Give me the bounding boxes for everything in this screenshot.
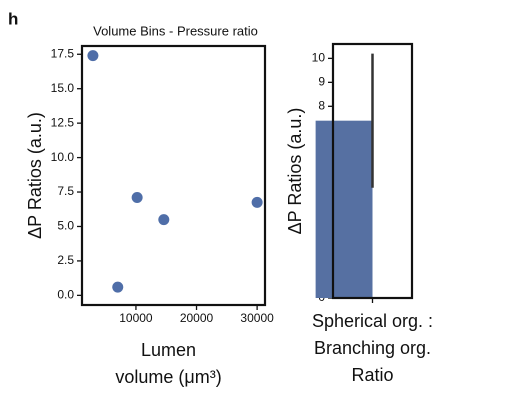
plot-frame	[331, 42, 414, 300]
y-tick-label: 5.0	[57, 219, 74, 233]
y-axis-label: ΔP Ratios (a.u.)	[25, 112, 45, 239]
y-tick-label: 10.0	[51, 150, 75, 164]
x-tick-label: 20000	[180, 311, 214, 325]
point	[87, 50, 99, 62]
y-tick-label: 0.0	[57, 288, 74, 302]
y-tick-label: 2.5	[57, 253, 74, 267]
point	[112, 281, 124, 293]
x-tick-label: Spherical org. : Branching org. Ratio	[312, 311, 433, 385]
point	[158, 214, 170, 226]
y-tick-label: 8	[318, 98, 325, 112]
panel-label: h	[8, 9, 18, 28]
plot-frame	[80, 44, 267, 307]
y-axis-label: ΔP Ratios (a.u.)	[285, 108, 305, 235]
y-tick-label: 15.0	[51, 81, 75, 95]
bar	[315, 120, 373, 298]
y-tick-label: 7.5	[57, 184, 74, 198]
y-tick-label: 9	[318, 75, 325, 89]
y-tick-label: 12.5	[51, 115, 75, 129]
x-axis-label: Lumen volume (μm³)	[115, 340, 221, 387]
x-tick-label: 30000	[240, 311, 274, 325]
point	[131, 192, 143, 204]
x-tick-label: 10000	[119, 311, 153, 325]
chart-title: Volume Bins - Pressure ratio	[93, 23, 258, 38]
y-tick-label: 17.5	[51, 46, 75, 60]
y-tick-label: 10	[312, 51, 326, 65]
point	[251, 196, 263, 208]
